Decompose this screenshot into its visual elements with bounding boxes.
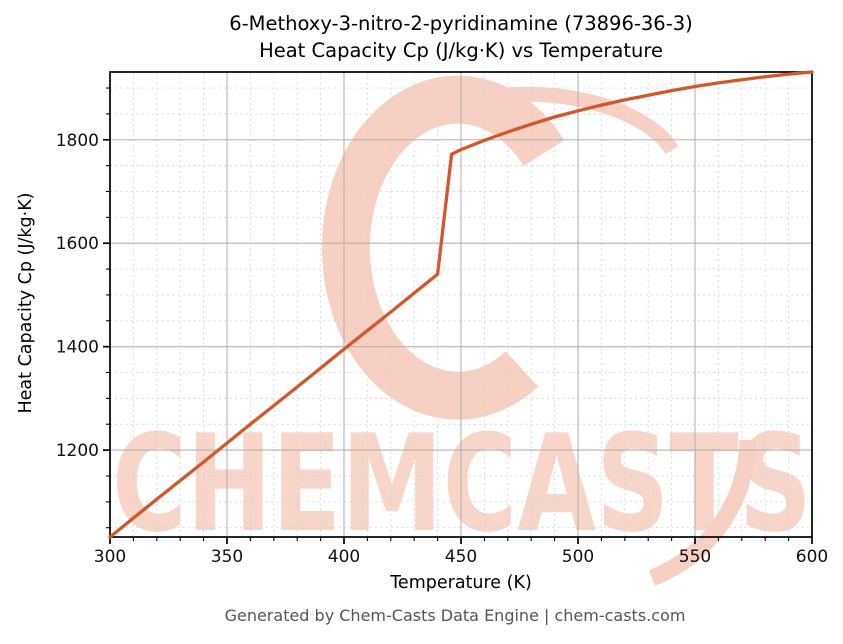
x-tick-label: 600: [796, 547, 828, 567]
x-axis-label: Temperature (K): [390, 573, 532, 593]
y-tick-label: 1200: [56, 441, 99, 461]
chart-title-line2: Heat Capacity Cp (J/kg·K) vs Temperature: [259, 38, 663, 62]
x-tick-label: 350: [211, 547, 243, 567]
x-tick-label: 450: [445, 547, 477, 567]
data-line-heat-capacity-cp: [108, 70, 814, 539]
y-tick-label: 1600: [56, 234, 99, 254]
x-tick-label: 500: [562, 547, 594, 567]
y-axis-label: Heat Capacity Cp (J/kg·K): [16, 192, 36, 414]
chart-title: 6-Methoxy-3-nitro-2-pyridinamine (73896-…: [110, 11, 812, 65]
x-tick-label: 300: [94, 547, 126, 567]
chart-title-line1: 6-Methoxy-3-nitro-2-pyridinamine (73896-…: [229, 12, 693, 35]
y-tick-label: 1400: [56, 338, 99, 358]
y-tick-label: 1800: [56, 131, 99, 151]
watermark-logo-c-icon: [321, 75, 565, 420]
x-tick-label: 400: [328, 547, 360, 567]
watermark-logo-swoosh-right-icon: [648, 439, 757, 586]
x-tick-label: 550: [679, 547, 711, 567]
footer-text: Generated by Chem-Casts Data Engine | ch…: [224, 606, 686, 625]
plot-frame: [109, 71, 813, 538]
watermark-logo-swoosh-top-icon: [466, 86, 679, 155]
